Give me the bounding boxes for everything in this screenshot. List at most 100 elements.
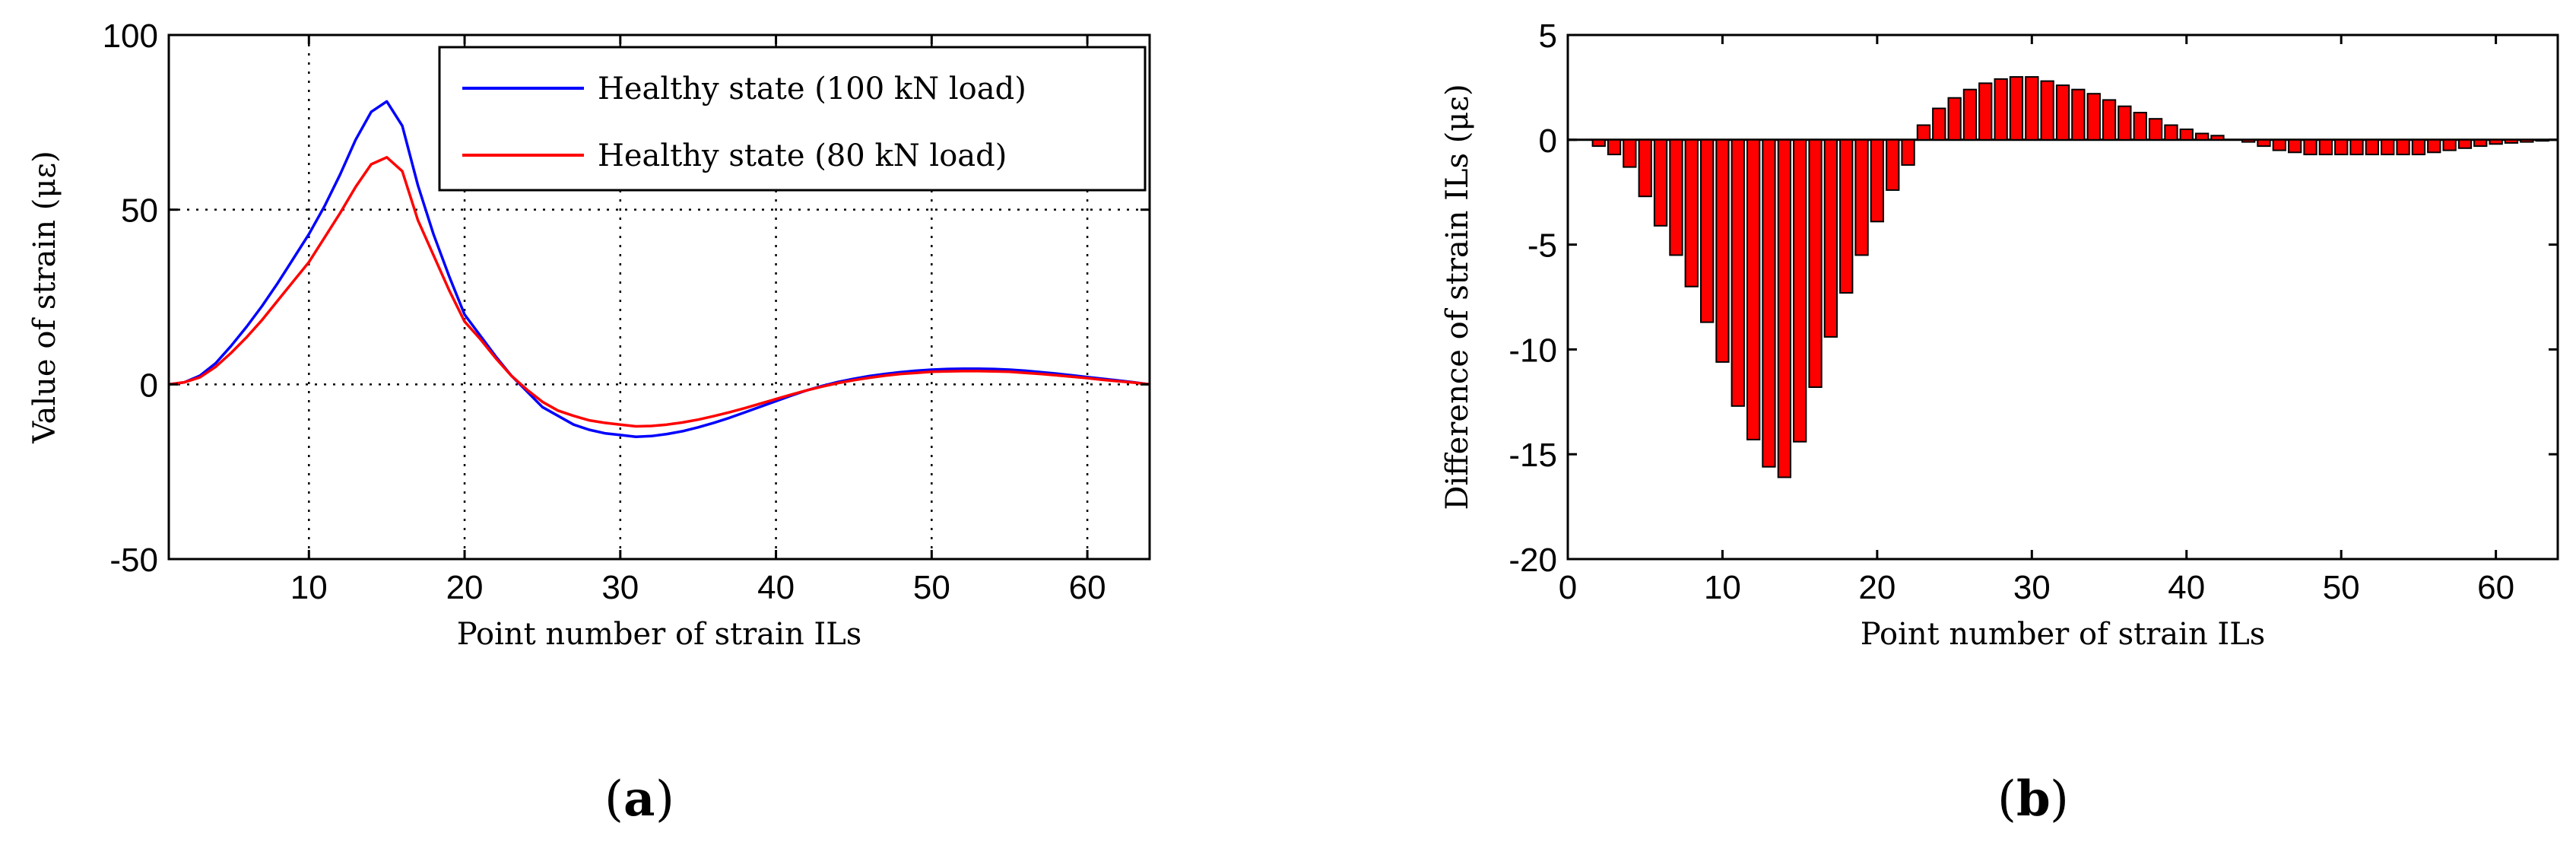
bar-49	[2318, 138, 2333, 156]
bar-36	[2118, 105, 2132, 141]
bar-38	[2148, 118, 2163, 141]
bar-8	[1684, 138, 1699, 288]
x-tick-label-b-20: 20	[1858, 569, 1896, 606]
chart-panel-a: 10 20 30 40 50 60 -50 0 50 100 Point number of st…	[27, 17, 1151, 652]
x-tick-label-b-10: 10	[1704, 569, 1741, 606]
bar-63	[2535, 138, 2549, 142]
x-tick-label-b-40: 40	[2168, 569, 2205, 606]
svg-text:(: (	[604, 771, 623, 828]
bar-19	[1854, 138, 1869, 256]
bar-33	[2071, 88, 2086, 141]
x-tick-label-b-30: 30	[2013, 569, 2051, 606]
bar-15	[1793, 138, 1807, 443]
caption-a: ( a )	[604, 771, 674, 828]
svg-text:(: (	[1997, 771, 2016, 828]
bar-46	[2272, 138, 2286, 151]
y-tick-label-50: 50	[121, 192, 158, 230]
ticks-a: 10 20 30 40 50 60 -50 0 50 100	[103, 17, 1150, 606]
y-axis-label-b: Difference of strain ILs (με)	[1440, 84, 1475, 510]
bar-14	[1777, 138, 1791, 478]
series-lines-a	[168, 100, 1150, 438]
bar-30	[2025, 76, 2039, 141]
bar-39	[2164, 124, 2178, 141]
bar-34	[2086, 93, 2101, 141]
bar-40	[2179, 129, 2194, 141]
legend-label-100kn: Healthy state (100 kN load)	[598, 72, 1026, 106]
y-tick-label-b-0: 0	[1539, 122, 1557, 160]
bar-58	[2457, 138, 2473, 149]
bar-21	[1886, 138, 1900, 191]
bar-51	[2349, 138, 2364, 156]
bar-53	[2381, 138, 2395, 156]
bar-4	[1623, 138, 1637, 168]
bar-55	[2411, 138, 2426, 156]
chart-panel-b: 0 10 20 30 40 50 60 -20 -15 -10 -5 0 5 Point number …	[1440, 17, 2559, 652]
bar-52	[2365, 138, 2379, 156]
x-tick-label-10: 10	[290, 569, 328, 606]
bar-32	[2055, 84, 2070, 141]
series-line-80kn	[168, 156, 1150, 428]
bar-13	[1762, 138, 1776, 468]
caption-b-letter: b	[2016, 771, 2051, 828]
legend-box-a	[438, 46, 1147, 192]
bar-18	[1839, 138, 1854, 294]
bar-59	[2473, 138, 2488, 148]
caption-a-letter: a	[623, 771, 655, 828]
caption-b: ( b )	[1997, 771, 2069, 828]
legend-label-80kn: Healthy state (80 kN load)	[598, 138, 1007, 173]
y-tick-label-b--10: -10	[1508, 332, 1557, 369]
x-axis-label-b: Point number of strain ILs	[1861, 617, 2266, 652]
legend-a: Healthy state (100 kN load) Healthy stat…	[438, 46, 1147, 192]
bar-11	[1731, 138, 1745, 407]
y-axis-label-a: Value of strain (με)	[27, 151, 62, 443]
plot-frame-a	[167, 33, 1151, 561]
bar-20	[1870, 138, 1884, 223]
bar-35	[2102, 99, 2117, 141]
bar-37	[2133, 112, 2147, 141]
x-tick-label-60: 60	[1069, 569, 1106, 606]
bar-29	[2009, 76, 2024, 141]
bar-22	[1901, 138, 1915, 166]
bar-24	[1932, 107, 1946, 141]
bar-61	[2504, 138, 2519, 144]
bar-23	[1916, 124, 1931, 141]
bar-5	[1638, 138, 1652, 198]
bar-54	[2396, 138, 2410, 156]
y-tick-label--50: -50	[109, 542, 158, 579]
bars-b	[1591, 76, 2549, 478]
bar-47	[2288, 138, 2302, 154]
bar-50	[2334, 138, 2349, 156]
x-tick-label-40: 40	[757, 569, 795, 606]
bar-7	[1669, 138, 1683, 256]
y-tick-label-b-5: 5	[1539, 17, 1557, 55]
bar-6	[1653, 138, 1668, 227]
bar-48	[2303, 138, 2317, 156]
bar-2	[1591, 138, 1606, 148]
ticks-b: 0 10 20 30 40 50 60 -20 -15 -10 -5 0 5	[1508, 17, 2558, 606]
bar-27	[1978, 82, 1993, 141]
y-tick-label-0: 0	[140, 367, 158, 404]
bar-16	[1808, 138, 1823, 389]
y-tick-label-b--20: -20	[1508, 542, 1557, 579]
bar-3	[1607, 138, 1622, 156]
y-tick-label-100: 100	[103, 17, 158, 55]
x-tick-label-50: 50	[913, 569, 950, 606]
bar-17	[1823, 138, 1838, 338]
svg-text:): )	[2050, 771, 2069, 828]
bar-10	[1715, 138, 1730, 363]
bar-25	[1947, 97, 1962, 141]
y-tick-label-b--5: -5	[1528, 227, 1557, 265]
x-tick-label-b-60: 60	[2477, 569, 2514, 606]
svg-text:): )	[655, 771, 674, 828]
x-tick-label-20: 20	[446, 569, 484, 606]
bar-42	[2210, 135, 2225, 141]
bar-44	[2241, 138, 2256, 143]
bar-62	[2520, 138, 2534, 143]
x-tick-label-b-50: 50	[2323, 569, 2360, 606]
bar-60	[2489, 138, 2503, 145]
bar-26	[1962, 88, 1978, 141]
x-tick-label-b-0: 0	[1559, 569, 1577, 606]
bar-12	[1746, 138, 1761, 440]
y-tick-label-b--15: -15	[1508, 437, 1557, 474]
